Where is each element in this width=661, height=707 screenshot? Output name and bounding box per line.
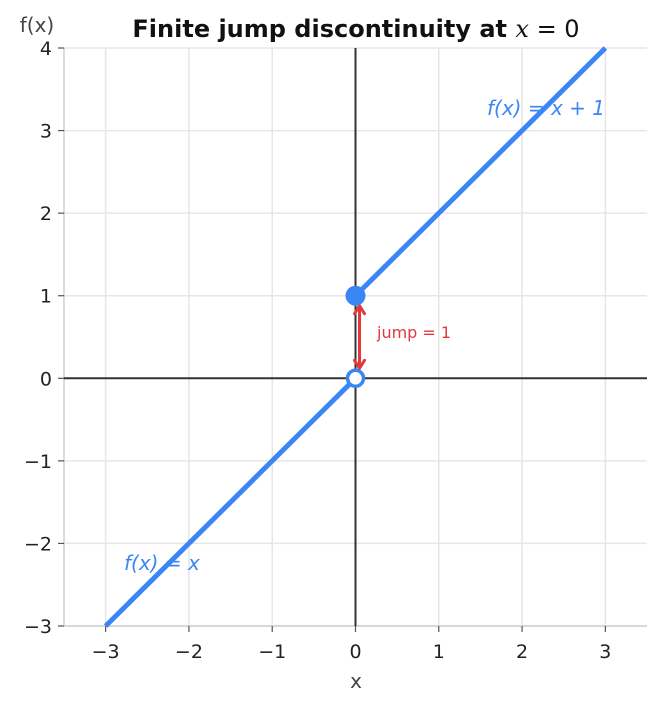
jump-arrow-head-top xyxy=(353,302,366,316)
y-tick-label: −3 xyxy=(24,616,52,638)
endpoints xyxy=(345,285,366,389)
y-tick-label: 1 xyxy=(40,286,52,308)
filled-endpoint xyxy=(345,285,366,306)
y-tick-label: 4 xyxy=(40,38,52,60)
x-tick-label: 2 xyxy=(516,641,528,663)
series-label-lower: f(x) = x xyxy=(124,551,200,575)
open-endpoint xyxy=(345,368,366,389)
jump-arrow-head-bottom xyxy=(353,358,366,372)
chart-title: Finite jump discontinuity at x = 0 xyxy=(132,15,579,43)
x-axis-label: x xyxy=(350,669,362,693)
y-tick-label: 3 xyxy=(40,121,52,143)
series xyxy=(103,46,608,628)
tick-labels: −3 −2 −1 0 1 2 3 −3 −2 −1 0 1 2 3 4 xyxy=(24,38,611,663)
axes xyxy=(63,48,647,627)
x-tick-label: 3 xyxy=(599,641,611,663)
y-tick-label: 2 xyxy=(40,203,52,225)
x-tick-label: 0 xyxy=(349,641,361,663)
series-line-1 xyxy=(103,376,358,628)
x-tick-label: −2 xyxy=(175,641,203,663)
jump-label: jump = 1 xyxy=(376,323,451,342)
y-tick-label: −2 xyxy=(24,533,52,555)
y-tick-label: 0 xyxy=(40,368,52,390)
y-axis-label: f(x) xyxy=(20,13,54,37)
series-label-upper: f(x) = x + 1 xyxy=(487,96,605,120)
x-tick-label: 1 xyxy=(433,641,445,663)
x-tick-label: −3 xyxy=(92,641,120,663)
jump-annotation xyxy=(353,302,366,372)
x-tick-label: −1 xyxy=(258,641,286,663)
series-line-2 xyxy=(353,46,608,298)
y-tick-label: −1 xyxy=(24,451,52,473)
